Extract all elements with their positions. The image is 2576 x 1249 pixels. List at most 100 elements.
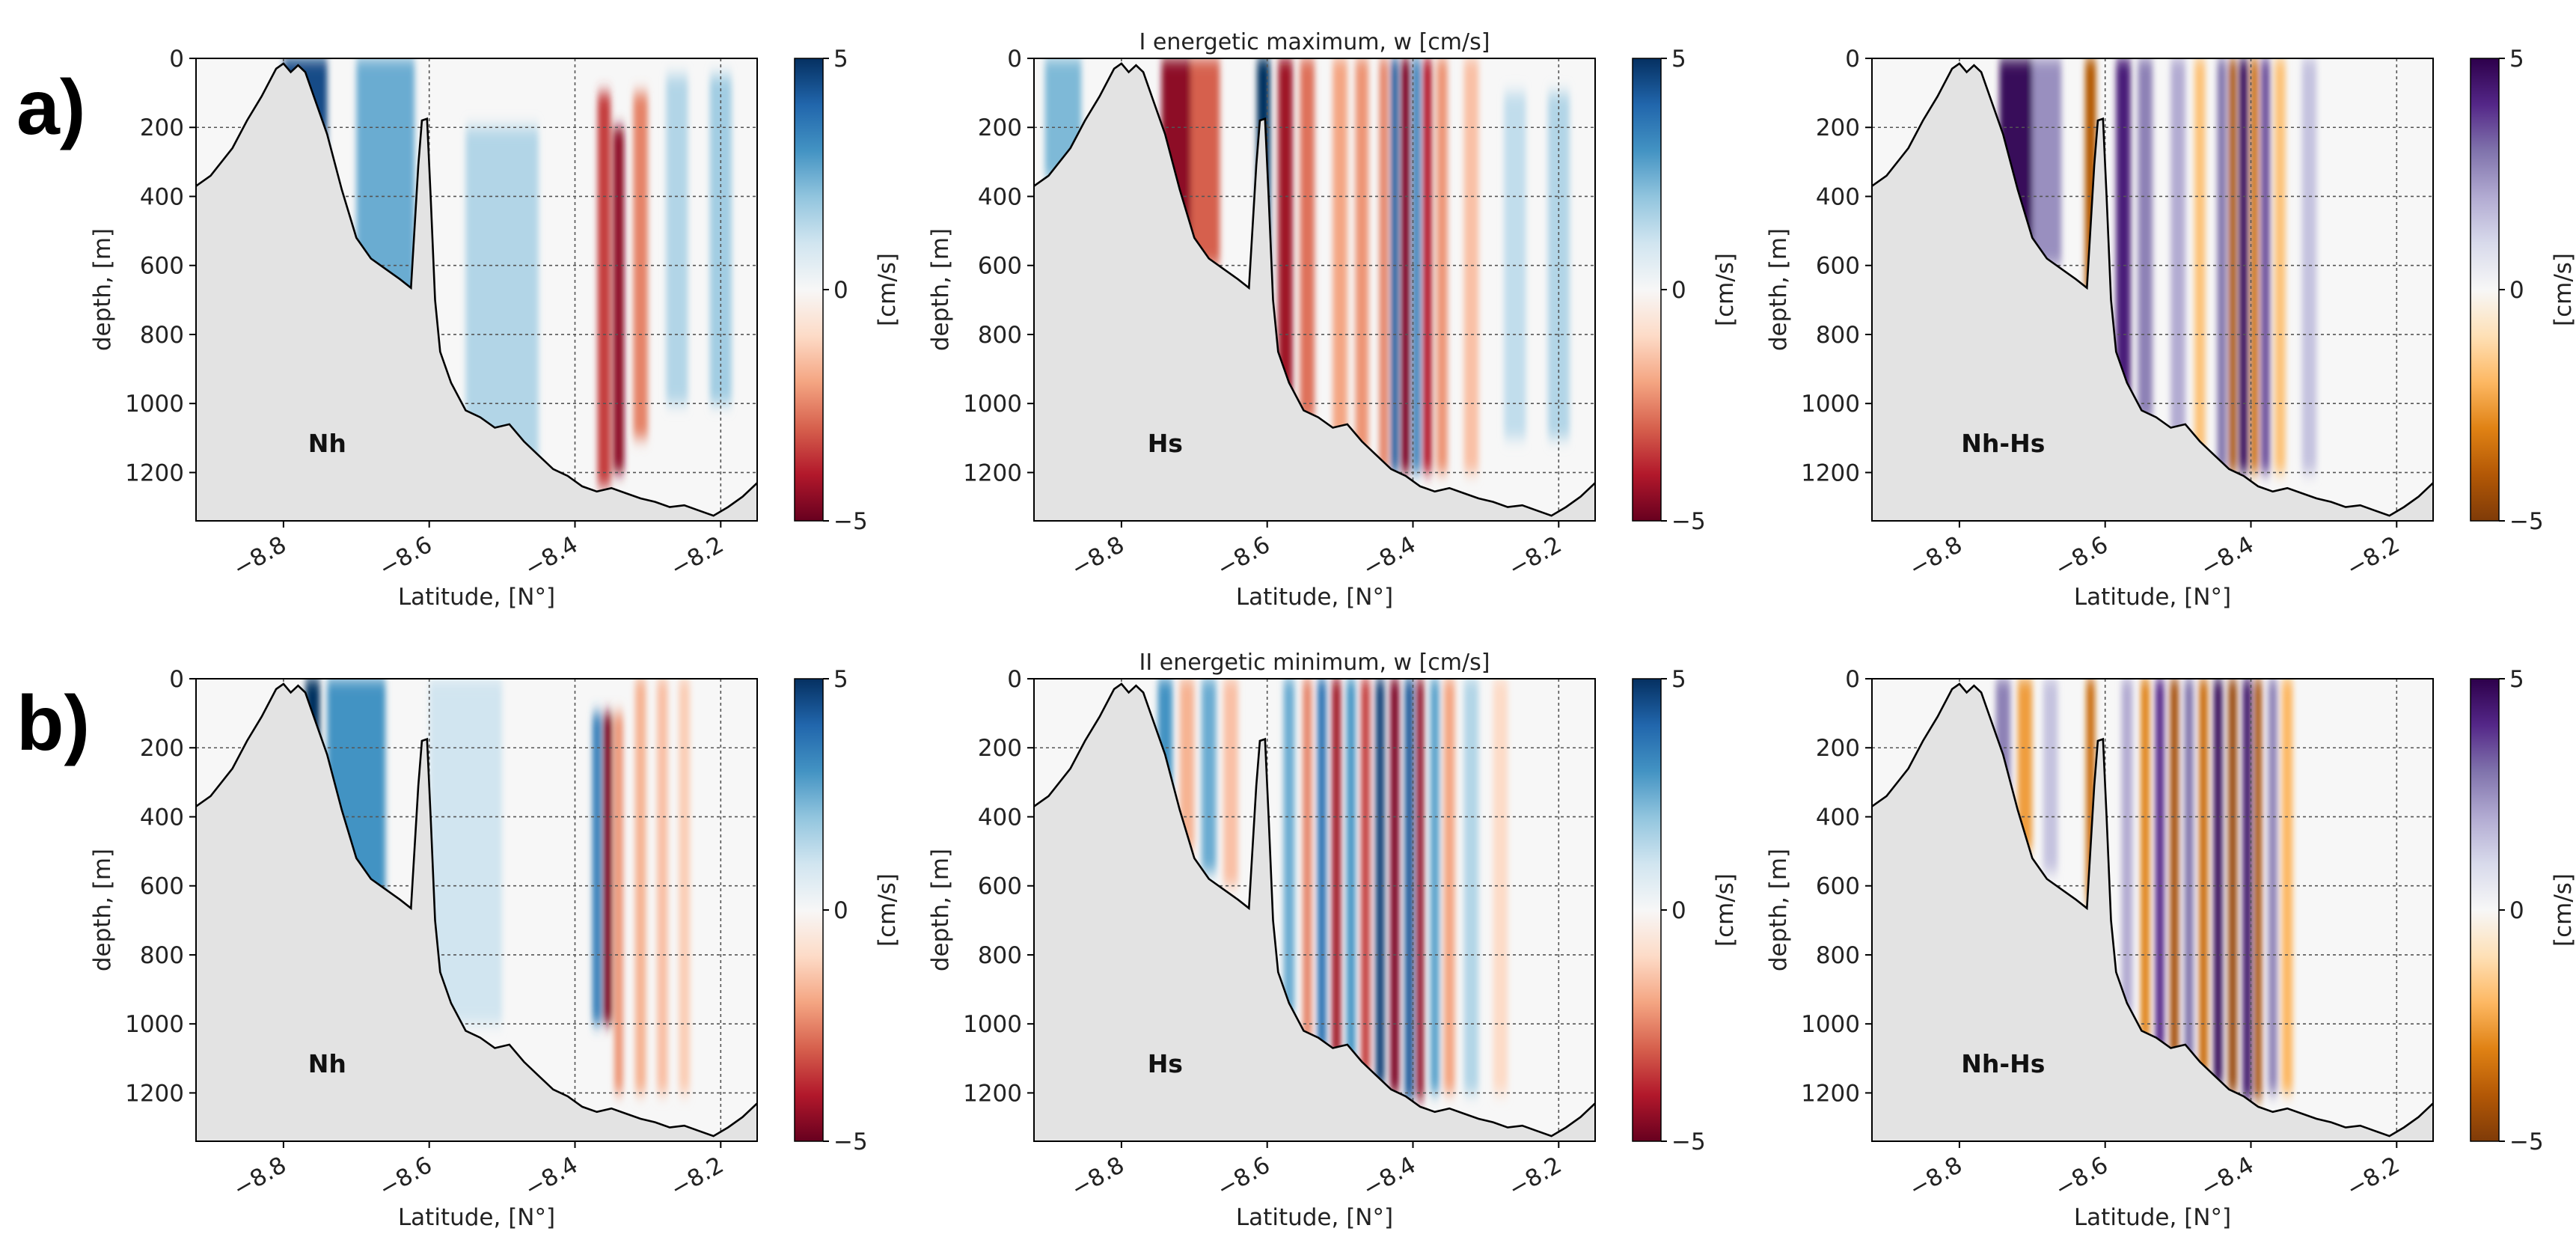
plot-frame xyxy=(1033,678,1596,1142)
x-tick-label: −8.4 xyxy=(1358,1152,1420,1203)
seafloor-line xyxy=(196,682,757,1137)
y-tick-label: 800 xyxy=(140,942,184,969)
velocity-band xyxy=(2032,58,2062,266)
colorbar-tick-label: 5 xyxy=(833,666,848,693)
x-tick-label: −8.4 xyxy=(1358,531,1420,583)
colorbar-tick-label: 5 xyxy=(833,46,848,73)
velocity-band xyxy=(2121,679,2133,1017)
velocity-band xyxy=(1332,679,1341,1059)
x-tick-label: −8.2 xyxy=(666,1152,728,1203)
velocity-band xyxy=(1317,679,1327,1052)
colorbar-tick-label: 0 xyxy=(1671,897,1686,924)
colorbar-tick-label: −5 xyxy=(833,508,868,535)
velocity-band xyxy=(2017,679,2033,852)
experiment-label: Nh xyxy=(308,429,346,458)
colorbar-tick-label: 0 xyxy=(833,897,848,924)
velocity-band xyxy=(2251,58,2259,473)
y-tick-label: 200 xyxy=(1816,114,1860,141)
velocity-field xyxy=(283,58,732,507)
y-tick-label: 800 xyxy=(978,322,1022,349)
velocity-band xyxy=(1190,58,1220,266)
colorbar xyxy=(2470,58,2500,522)
velocity-band xyxy=(1223,679,1238,886)
velocity-band xyxy=(2261,58,2270,473)
colorbar xyxy=(1632,678,1662,1142)
seafloor-fill xyxy=(1872,63,2433,521)
velocity-band xyxy=(1430,679,1440,1093)
y-tick-label: 0 xyxy=(1845,46,1860,73)
x-tick-label: −8.4 xyxy=(520,1152,582,1203)
x-tick-label: −8.8 xyxy=(1905,531,1967,583)
colorbar xyxy=(794,678,824,1142)
colorbar-tick-label: −5 xyxy=(2509,508,2544,535)
seafloor-line xyxy=(1034,682,1595,1137)
seafloor-line xyxy=(1872,62,2433,517)
y-tick-label: 1000 xyxy=(1801,1011,1860,1038)
velocity-band xyxy=(1300,58,1315,421)
y-tick-label: 1000 xyxy=(1801,391,1860,418)
velocity-band xyxy=(2170,58,2185,439)
y-tick-label: 600 xyxy=(140,873,184,900)
y-tick-label: 800 xyxy=(140,322,184,349)
x-tick-label: −8.2 xyxy=(1504,531,1566,583)
bathymetry xyxy=(1872,62,2433,521)
y-tick-label: 1200 xyxy=(963,1080,1022,1107)
y-tick-label: 200 xyxy=(978,114,1022,141)
velocity-band xyxy=(2116,58,2131,404)
colorbar-label: [cm/s] xyxy=(874,253,901,326)
x-tick-label: −8.8 xyxy=(229,1152,291,1203)
velocity-band xyxy=(2138,58,2153,421)
velocity-band xyxy=(2155,679,2164,1052)
y-tick-label: 600 xyxy=(978,253,1022,280)
x-tick-label: −8.4 xyxy=(520,531,582,583)
plot-frame xyxy=(195,58,758,522)
panel-a-left: 0 200 400 600 800 1000 1200 −8.8 −8.6 −8.4 −8.2 Lat… xyxy=(89,46,901,611)
velocity-band xyxy=(2043,679,2058,873)
velocity-band xyxy=(1413,58,1421,473)
y-axis-label: depth, [m] xyxy=(927,849,954,971)
y-tick-label: 0 xyxy=(169,666,184,693)
x-axis-label: Latitude, [N°] xyxy=(2074,584,2231,611)
velocity-band xyxy=(429,679,503,1024)
x-tick-label: −8.2 xyxy=(1504,1152,1566,1203)
y-tick-label: 600 xyxy=(140,253,184,280)
y-axis-label: depth, [m] xyxy=(927,228,954,351)
y-axis-label: depth, [m] xyxy=(1765,228,1792,351)
seafloor-line xyxy=(1872,682,2433,1137)
x-axis-label: Latitude, [N°] xyxy=(1236,584,1393,611)
colorbar-tick-label: 5 xyxy=(1671,46,1686,73)
colorbar-label: [cm/s] xyxy=(2550,873,2576,947)
velocity-field xyxy=(1157,679,1508,1100)
velocity-band xyxy=(1493,679,1508,1093)
y-tick-label: 1200 xyxy=(125,459,184,486)
experiment-label: Hs xyxy=(1148,1049,1183,1078)
velocity-band xyxy=(2268,679,2277,1093)
x-tick-label: −8.8 xyxy=(1067,531,1129,583)
velocity-band xyxy=(1346,679,1356,1066)
colorbar-tick-label: 0 xyxy=(2509,897,2524,924)
colorbar xyxy=(794,58,824,522)
y-tick-label: 400 xyxy=(978,804,1022,831)
seafloor-fill xyxy=(196,683,757,1141)
colorbar-label: [cm/s] xyxy=(1712,253,1739,326)
velocity-band xyxy=(1202,679,1217,873)
y-tick-label: 1000 xyxy=(125,1011,184,1038)
y-tick-label: 800 xyxy=(1816,322,1860,349)
colorbar-tick-label: 5 xyxy=(2509,46,2524,73)
x-tick-label: −8.4 xyxy=(2196,531,2258,583)
experiment-label: Hs xyxy=(1148,429,1183,458)
colorbar-tick-label: 5 xyxy=(2509,666,2524,693)
y-tick-label: 200 xyxy=(1816,735,1860,762)
y-tick-label: 1200 xyxy=(963,459,1022,486)
y-tick-label: 400 xyxy=(140,183,184,210)
y-tick-label: 1000 xyxy=(125,391,184,418)
velocity-field xyxy=(1995,679,2293,1100)
colorbar xyxy=(2470,678,2500,1142)
x-tick-label: −8.8 xyxy=(1905,1152,1967,1203)
plot-frame xyxy=(1871,58,2434,522)
velocity-band xyxy=(603,713,613,1024)
velocity-band xyxy=(1361,679,1371,1076)
colorbar-label: [cm/s] xyxy=(1712,873,1739,947)
x-tick-label: −8.8 xyxy=(229,531,291,583)
